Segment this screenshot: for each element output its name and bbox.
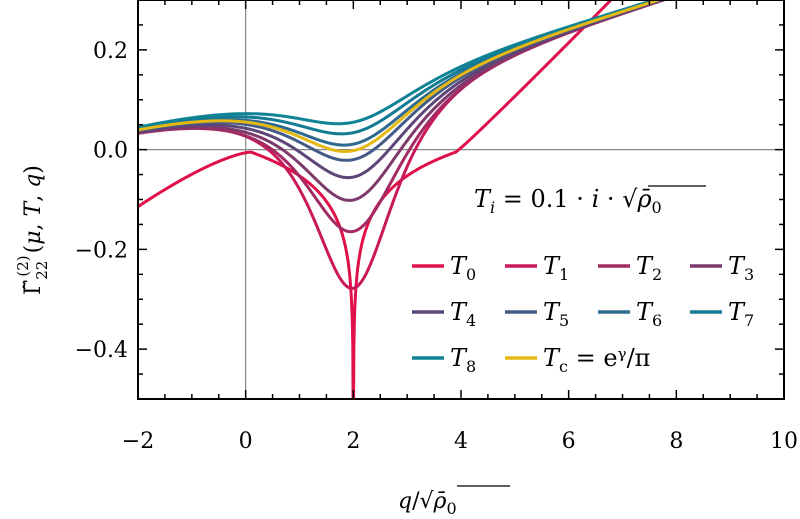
legend-item-t0: T0 — [412, 252, 476, 284]
x-tick-label: 4 — [454, 429, 468, 454]
legend-item-t8: T8 — [412, 344, 476, 376]
plot-frame — [137, 0, 785, 400]
legend-item-t4: T4 — [412, 298, 476, 330]
legend-label: T5 — [543, 298, 569, 330]
legend-label: T7 — [728, 298, 754, 330]
svg-text:Ti = 0.1 · i · √ρ̄0: Ti = 0.1 · i · √ρ̄0 — [474, 185, 662, 217]
legend: T0 T1 T2 T3 T4 T5 T6 T7 T8 Tc = eᵞ/π — [412, 252, 754, 376]
temperature-annotation: Ti = 0.1 · i · √ρ̄0 — [474, 185, 706, 217]
legend-item-t3: T3 — [690, 252, 754, 284]
svg-text:q/√ρ̄0: q/√ρ̄0 — [398, 489, 457, 518]
series-line-t1 — [138, 0, 668, 290]
y-tick-label: −0.2 — [75, 238, 128, 263]
reference-lines — [138, 0, 784, 399]
series-curves — [138, 0, 669, 399]
legend-label: T2 — [636, 252, 662, 284]
series-line-t8 — [138, 0, 660, 129]
x-tick-label: 0 — [239, 429, 253, 454]
x-tick-label: 6 — [562, 429, 576, 454]
series-line-t0 — [138, 0, 614, 399]
series-line-tc — [138, 0, 664, 153]
x-tick-label: 2 — [346, 429, 360, 454]
series-line-t3 — [138, 0, 668, 202]
y-tick-labels: −0.4 −0.2 0.0 0.2 — [75, 39, 128, 363]
legend-item-t1: T1 — [505, 252, 569, 284]
legend-item-t7: T7 — [690, 298, 754, 330]
legend-label: T8 — [450, 344, 476, 376]
y-tick-label: 0.0 — [93, 139, 128, 164]
y-tick-label: −0.4 — [75, 338, 128, 363]
x-tick-label: 8 — [669, 429, 683, 454]
legend-item-t2: T2 — [598, 252, 662, 284]
legend-label: T3 — [728, 252, 754, 284]
series-line-t7 — [138, 0, 661, 136]
legend-label: T1 — [543, 252, 569, 284]
legend-item-t6: T6 — [598, 298, 662, 330]
axis-ticks — [137, 0, 785, 400]
x-tick-label: 10 — [770, 429, 798, 454]
legend-label: T0 — [450, 252, 476, 284]
legend-label: Tc = eᵞ/π — [543, 344, 650, 376]
legend-item-t5: T5 — [505, 298, 569, 330]
svg-text:Γ̃22(2)(μ, T, q): Γ̃22(2)(μ, T, q) — [14, 165, 51, 295]
series-line-t5 — [138, 0, 665, 162]
x-axis-label: q/√ρ̄0 — [398, 485, 510, 518]
y-tick-label: 0.2 — [93, 39, 128, 64]
legend-label: T6 — [636, 298, 662, 330]
y-axis-label: Γ̃22(2)(μ, T, q) — [14, 165, 51, 295]
legend-label: T4 — [450, 298, 476, 330]
x-tick-labels: −2 0 2 4 6 8 10 — [122, 429, 798, 454]
series-line-t4 — [138, 0, 667, 180]
legend-item-tc: Tc = eᵞ/π — [505, 344, 650, 376]
series-line-t2 — [138, 0, 669, 234]
x-tick-label: −2 — [122, 429, 154, 454]
